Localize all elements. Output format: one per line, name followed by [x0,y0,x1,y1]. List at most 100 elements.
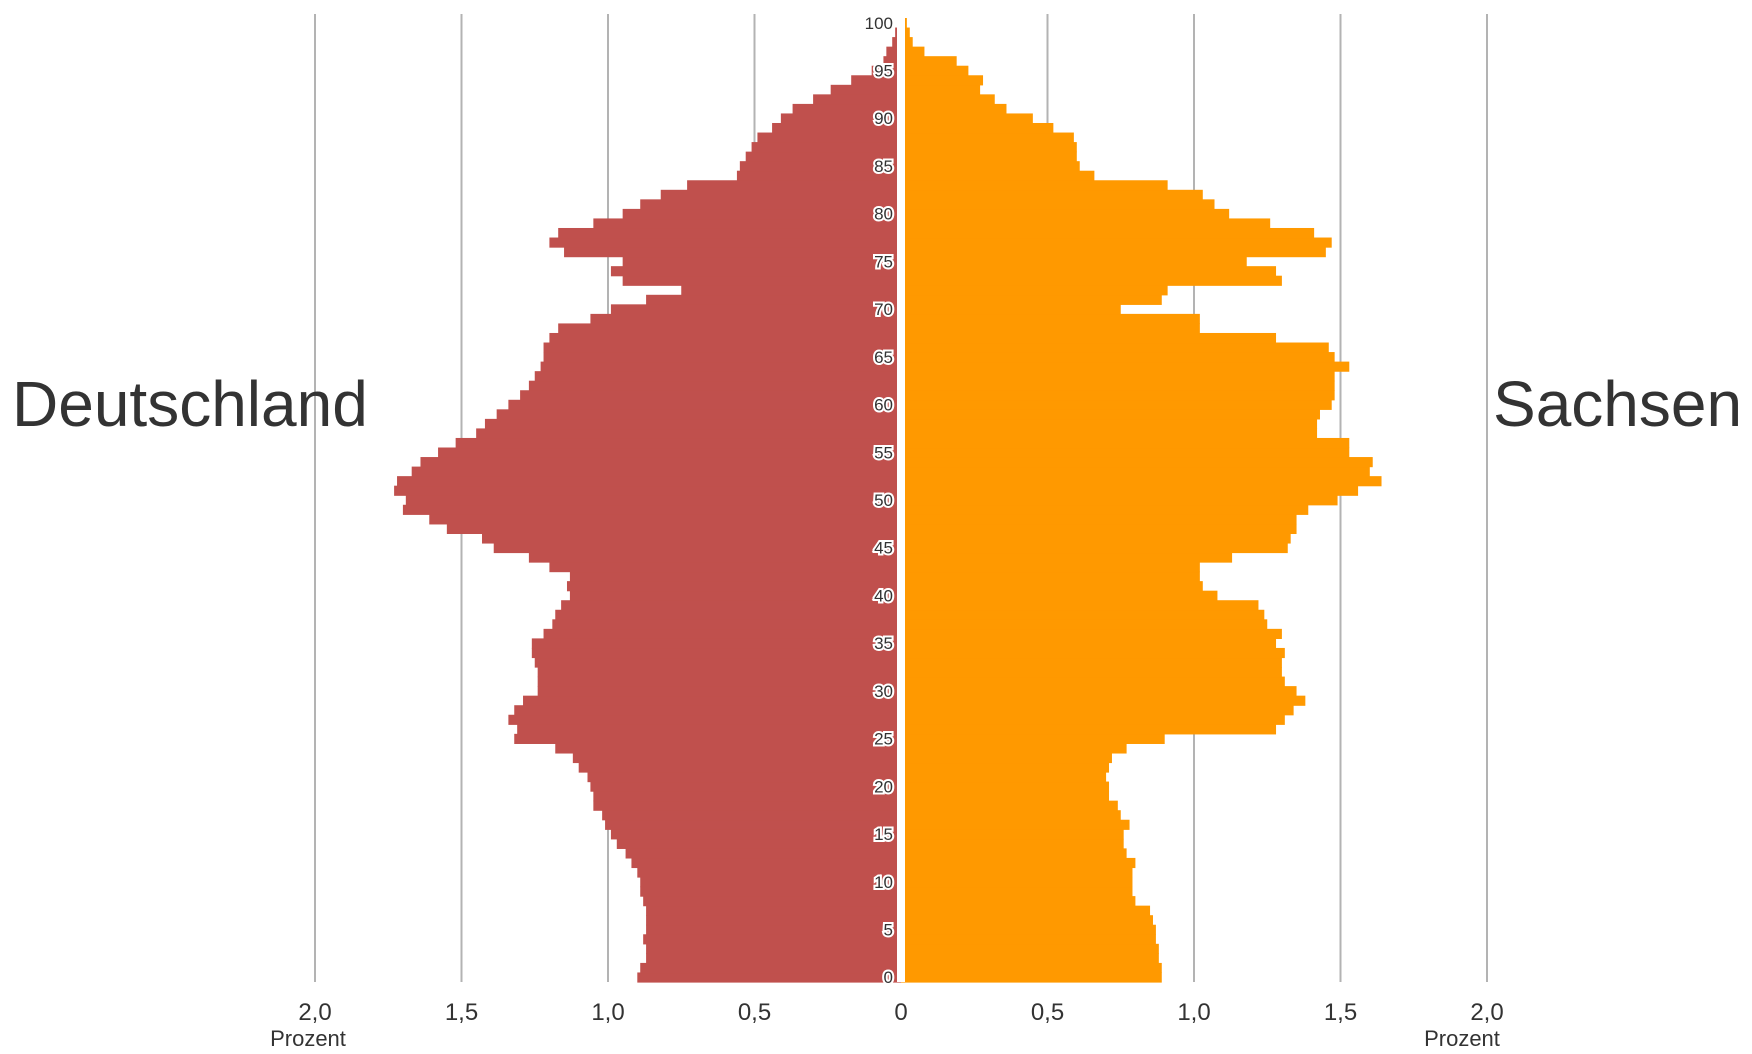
bar-sachsen-age-55 [901,447,1350,458]
bar-sachsen-age-15 [901,829,1124,840]
bar-deutschland-age-22 [578,762,901,773]
bar-sachsen-age-26 [901,724,1277,735]
bar-sachsen-age-54 [901,457,1373,468]
bar-sachsen-age-95 [901,65,969,76]
bar-sachsen-age-46 [901,533,1291,544]
bar-deutschland-age-53 [411,466,901,477]
bar-deutschland-age-4 [643,934,901,945]
x-tick-label: 2,0 [298,999,331,1026]
bar-deutschland-age-20 [590,781,901,792]
bar-sachsen-age-86 [901,151,1077,162]
bar-sachsen-age-59 [901,409,1320,420]
bar-deutschland-age-76 [564,247,901,258]
bar-deutschland-age-66 [543,342,901,353]
region-label-deutschland: Deutschland [12,368,368,440]
x-tick-label: 1,0 [591,999,624,1026]
bar-sachsen-age-52 [901,476,1382,487]
bar-sachsen-age-72 [901,285,1168,296]
bar-sachsen-age-9 [901,886,1133,897]
bar-deutschland-age-71 [646,294,901,305]
bar-sachsen-age-49 [901,504,1309,515]
bar-deutschland-age-44 [528,552,901,563]
age-label-15: 15 [874,825,893,844]
bar-sachsen-age-91 [901,103,1007,115]
bar-sachsen-age-53 [901,466,1370,477]
bar-sachsen-age-60 [901,399,1332,410]
bar-sachsen-age-11 [901,867,1133,878]
bar-sachsen-age-20 [901,781,1110,792]
x-tick-label: 2,0 [1470,999,1503,1026]
bar-sachsen-age-82 [901,189,1203,200]
bar-sachsen-age-78 [901,227,1315,239]
bar-deutschland-age-26 [517,724,901,735]
age-label-65: 65 [874,348,893,367]
bar-deutschland-age-18 [593,800,901,811]
bar-deutschland-age-65 [543,352,901,363]
bar-sachsen-age-27 [901,714,1285,725]
bar-sachsen-age-77 [901,237,1332,248]
bar-deutschland-age-59 [496,409,901,420]
bar-sachsen-age-35 [901,638,1277,649]
age-label-55: 55 [874,443,893,462]
bar-sachsen-age-71 [901,294,1162,305]
bar-deutschland-age-79 [593,218,901,229]
x-tick-label: 0,5 [738,999,771,1026]
bar-deutschland-age-40 [569,590,901,601]
bar-sachsen-age-50 [901,495,1338,506]
bar-deutschland-age-12 [631,857,901,869]
bar-sachsen-age-45 [901,542,1288,554]
bar-sachsen-age-73 [901,275,1282,286]
age-label-70: 70 [874,300,893,319]
bar-sachsen-age-29 [901,695,1306,706]
bar-sachsen-age-74 [901,266,1277,277]
bar-sachsen-age-75 [901,256,1247,267]
bar-sachsen-age-80 [901,208,1230,220]
bar-sachsen-age-37 [901,619,1268,630]
bar-sachsen-age-89 [901,122,1054,134]
sachsen-bars [901,18,1382,983]
age-label-30: 30 [874,682,893,701]
bar-deutschland-age-39 [561,600,901,611]
bar-sachsen-age-81 [901,199,1215,210]
bar-sachsen-age-62 [901,380,1335,391]
bar-deutschland-age-27 [508,714,901,725]
x-tick-label: 1,5 [1324,999,1357,1026]
bar-sachsen-age-39 [901,600,1259,611]
bar-deutschland-age-91 [792,103,901,115]
bar-sachsen-age-0 [901,972,1162,983]
bar-deutschland-age-55 [438,447,901,458]
bar-sachsen-age-57 [901,428,1318,439]
bar-deutschland-age-0 [637,972,901,983]
age-label-80: 80 [874,205,893,224]
bar-sachsen-age-42 [901,571,1200,582]
bar-deutschland-age-24 [555,743,901,754]
bar-deutschland-age-45 [493,542,901,554]
bar-sachsen-age-6 [901,915,1153,926]
bar-sachsen-age-56 [901,437,1350,449]
age-label-90: 90 [874,109,893,128]
bar-deutschland-age-8 [643,896,901,907]
x-axis-unit-right: Prozent [1424,1026,1500,1051]
bar-sachsen-age-70 [901,304,1121,315]
age-label-60: 60 [874,396,893,415]
bar-deutschland-age-3 [646,943,901,954]
bar-deutschland-age-1 [640,962,901,974]
bar-sachsen-age-17 [901,810,1121,821]
age-label-50: 50 [874,491,893,510]
bar-sachsen-age-31 [901,676,1285,687]
bar-deutschland-age-43 [549,562,901,573]
bar-deutschland-age-94 [851,75,901,86]
bar-deutschland-age-21 [587,772,901,783]
region-label-sachsen: Sachsen [1493,368,1743,440]
bar-sachsen-age-96 [901,56,957,67]
x-tick-label: 1,0 [1177,999,1210,1026]
age-label-85: 85 [874,157,893,176]
bar-sachsen-age-98 [901,37,913,48]
bar-deutschland-age-31 [537,676,901,687]
bar-sachsen-age-16 [901,819,1130,830]
bar-sachsen-age-41 [901,581,1203,592]
bar-deutschland-age-38 [555,609,901,620]
bar-deutschland-age-97 [886,46,901,57]
bar-sachsen-age-33 [901,657,1282,668]
bar-deutschland-age-36 [543,628,901,639]
